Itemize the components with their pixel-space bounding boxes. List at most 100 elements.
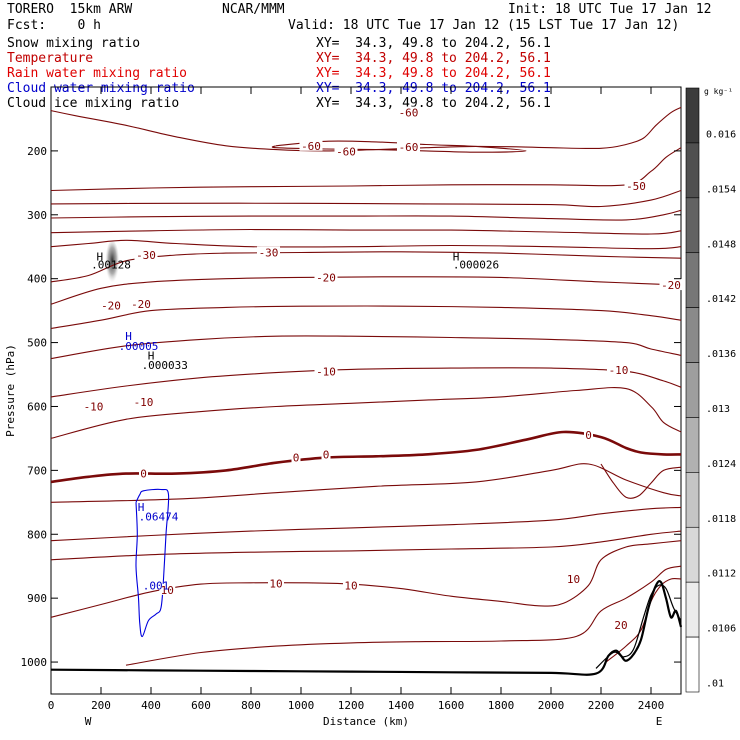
contour-label: 0 <box>585 429 592 442</box>
y-tick-label: 200 <box>27 145 47 158</box>
contour-label-bg <box>268 577 284 589</box>
colorbar-segment <box>685 472 700 528</box>
contour-label: 0 <box>140 468 147 481</box>
extremum-label: .00128 <box>91 259 131 272</box>
plot-frame <box>50 86 682 695</box>
colorbar-segment <box>685 142 700 199</box>
x-tick-label: 800 <box>241 699 261 712</box>
cloud-water-contour <box>135 488 170 638</box>
colorbar-segment <box>685 526 700 583</box>
y-tick-label: 700 <box>27 464 47 477</box>
forecast-hour: Fcst: 0 h <box>7 18 101 33</box>
field-xy: XY= 34.3, 49.8 to 204.2, 56.1 <box>316 51 551 66</box>
extremum-label: .000033 <box>142 359 188 372</box>
temperature-contour <box>50 251 682 283</box>
field-name: Rain water mixing ratio <box>7 66 188 81</box>
contour-label: -60 <box>336 146 356 159</box>
colorbar-tick-label: .0112 <box>706 569 736 580</box>
colorbar-tick-label: .013 <box>706 404 730 415</box>
contour-label: 10 <box>344 579 357 592</box>
colorbar-segment <box>685 307 700 363</box>
contour-label-bg <box>257 246 280 258</box>
extremum-label: .000026 <box>453 259 499 272</box>
contour-label: -10 <box>609 364 629 377</box>
x-tick-label: 2200 <box>588 699 615 712</box>
contour-label-bg <box>607 364 630 376</box>
colorbar-tick-label: .01 <box>706 679 724 690</box>
extremum-label: H <box>96 250 103 263</box>
contour-label-bg <box>397 106 420 118</box>
contour-label-bg <box>134 249 158 261</box>
x-tick-label: 2400 <box>638 699 665 712</box>
contour-label: -10 <box>316 365 336 378</box>
contour-label-bg <box>321 448 331 460</box>
x-axis-label: Distance (km) <box>323 715 409 728</box>
extremum-label: .06474 <box>139 510 179 523</box>
extremum-label: H <box>453 250 460 263</box>
contour-label: -30 <box>259 246 279 259</box>
contour-label: 0 <box>323 448 330 461</box>
contour-label: -20 <box>661 279 681 292</box>
extremum-label: H <box>148 349 155 362</box>
temperature-contour <box>50 305 682 330</box>
contour-label-bg <box>299 139 323 151</box>
temperature-contour <box>50 387 682 439</box>
colorbar-segment <box>685 197 700 254</box>
temperature-contour <box>50 540 682 618</box>
colorbar-segment <box>685 417 700 473</box>
contour-label-bg <box>314 365 338 377</box>
x-tick-label: 1400 <box>388 699 415 712</box>
colorbar-tick-label: .0136 <box>706 349 736 360</box>
temperature-contour <box>50 367 682 398</box>
contour-label-bg <box>343 579 359 591</box>
y-tick-label: 500 <box>27 337 47 350</box>
x-tick-label: 600 <box>191 699 211 712</box>
extremum-label: H <box>125 330 132 343</box>
field-xy: XY= 34.3, 49.8 to 204.2, 56.1 <box>316 66 551 81</box>
x-tick-label: 1200 <box>338 699 365 712</box>
snow-mixing-shading <box>105 240 120 285</box>
colorbar-tick-label: .0142 <box>706 294 736 305</box>
contour-label: -20 <box>131 298 151 311</box>
temperature-contour <box>50 430 682 484</box>
init-time: Init: 18 UTC Tue 17 Jan 12 <box>508 2 712 17</box>
field-name: Temperature <box>7 51 94 66</box>
contour-label-bg <box>82 400 105 412</box>
temperature-contour <box>50 106 682 152</box>
contour-label: -50 <box>626 180 646 193</box>
colorbar-unit: g kg⁻¹ <box>704 87 733 96</box>
contour-label-bg <box>314 271 338 283</box>
temperature-contour <box>50 506 682 542</box>
temperature-contour <box>50 228 682 235</box>
temperature-contour <box>50 147 682 192</box>
colorbar-tick-label: 0.016 <box>706 129 736 140</box>
contour-label: 10 <box>161 584 174 597</box>
west-label: W <box>85 715 92 728</box>
contour-label-bg <box>397 141 420 153</box>
temperature-contour <box>50 239 682 250</box>
colorbar-tick-label: .0118 <box>706 514 736 525</box>
y-tick-label: 900 <box>27 592 47 605</box>
contour-label-bg <box>132 396 155 408</box>
extremum-label: H <box>138 501 145 514</box>
contour-label: -30 <box>136 249 156 262</box>
contour-label-bg <box>624 180 648 192</box>
x-tick-label: 1000 <box>288 699 315 712</box>
contour-label-bg <box>159 583 176 595</box>
extremum-label: .00005 <box>119 340 159 353</box>
contour-label: -10 <box>84 400 104 413</box>
colorbar-tick-label: .0154 <box>706 184 736 195</box>
contour-label: 0 <box>293 452 300 465</box>
x-tick-label: 1800 <box>488 699 515 712</box>
field-name: Snow mixing ratio <box>7 36 141 51</box>
x-tick-label: 200 <box>91 699 111 712</box>
colorbar-tick-label: .0106 <box>706 624 736 635</box>
contour-label: -20 <box>316 271 336 284</box>
contour-label-bg <box>613 618 629 630</box>
colorbar-tick-label: .0124 <box>706 459 736 470</box>
contour-label: -60 <box>301 140 321 153</box>
y-axis-label: Pressure (hPa) <box>4 344 17 437</box>
temperature-contour <box>50 335 682 360</box>
contour-label-bg <box>139 467 148 479</box>
